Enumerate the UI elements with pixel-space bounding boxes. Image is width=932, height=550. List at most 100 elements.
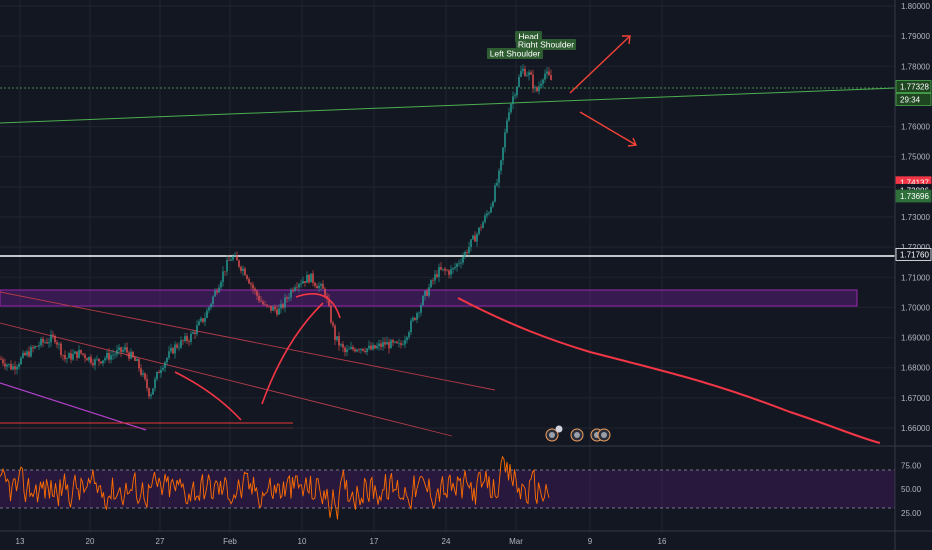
candle-body	[392, 340, 394, 343]
candle-body	[398, 343, 400, 344]
candle-body	[536, 87, 538, 92]
candle-body	[168, 351, 170, 358]
candle-body	[50, 334, 52, 343]
price-candles	[0, 64, 552, 400]
candle-body	[238, 260, 240, 267]
price-tick-label: 1.66000	[901, 424, 930, 433]
candle-body	[394, 341, 396, 343]
candle-body	[14, 366, 16, 370]
candle-body	[260, 300, 262, 302]
candle-body	[122, 349, 124, 352]
candle-body	[506, 120, 508, 133]
candle-body	[474, 235, 476, 242]
candle-body	[508, 112, 510, 121]
candle-body	[460, 262, 462, 264]
candle-body	[58, 343, 60, 345]
candle-body	[116, 350, 118, 355]
time-axis[interactable]: 13 20 27 Feb 10 17 24 Mar 9 16	[16, 537, 667, 546]
candle-body	[192, 332, 194, 334]
candle-body	[262, 301, 264, 305]
candle-body	[244, 268, 246, 276]
time-tick-label: Feb	[223, 537, 237, 546]
candle-body	[298, 284, 300, 288]
candle-body	[406, 337, 408, 341]
candle-body	[184, 336, 186, 341]
candle-body	[538, 86, 540, 92]
candle-body	[382, 342, 384, 347]
candle-body	[228, 260, 230, 261]
candle-body	[216, 290, 218, 293]
candle-body	[372, 345, 374, 350]
candle-body	[10, 363, 12, 370]
candle-body	[274, 306, 276, 310]
event-icons[interactable]	[545, 425, 611, 442]
time-tick-label: 27	[156, 537, 165, 546]
candle-body	[176, 344, 178, 348]
purple-trendline[interactable]	[0, 382, 147, 431]
candle-body	[388, 342, 390, 349]
candle-body	[190, 333, 192, 342]
candle-body	[282, 304, 284, 308]
drawn-arc-3[interactable]	[295, 293, 341, 319]
channel-line-upper[interactable]	[0, 291, 496, 391]
candle-body	[84, 354, 86, 359]
candle-body	[16, 366, 18, 370]
candle-body	[374, 345, 376, 349]
candle-body	[400, 343, 402, 345]
candle-body	[470, 239, 472, 247]
candle-body	[454, 267, 456, 269]
candle-body	[34, 346, 36, 349]
candle-body	[304, 281, 306, 283]
candle-body	[358, 349, 360, 351]
projection-curve[interactable]	[457, 297, 881, 444]
green-trendline[interactable]	[0, 87, 896, 124]
candle-body	[286, 297, 288, 299]
candle-body	[422, 295, 424, 306]
arrow-down[interactable]	[579, 111, 638, 147]
candle-body	[498, 170, 500, 183]
candle-body	[38, 345, 40, 347]
candle-body	[514, 95, 516, 97]
svg-text:Head: Head	[518, 32, 539, 42]
candle-body	[488, 212, 490, 214]
candle-body	[352, 347, 354, 350]
drawn-arc-2[interactable]	[261, 302, 324, 405]
candle-body	[54, 335, 56, 343]
candle-body	[288, 297, 290, 299]
candle-body	[186, 336, 188, 341]
candle-body	[550, 75, 552, 81]
candle-body	[364, 350, 366, 353]
candle-body	[476, 233, 478, 242]
candle-body	[74, 351, 76, 354]
candle-body	[208, 307, 210, 311]
candle-body	[342, 344, 344, 348]
pattern-label-right-shoulder[interactable]: Right Shoulder	[516, 39, 576, 50]
candle-body	[408, 332, 410, 338]
candle-body	[340, 344, 342, 346]
candle-body	[76, 351, 78, 358]
pattern-label-left-shoulder[interactable]: Left Shoulder	[487, 48, 543, 59]
candle-body	[222, 271, 224, 282]
candle-body	[542, 79, 544, 84]
drawn-arc-1[interactable]	[174, 371, 242, 421]
candle-body	[532, 74, 534, 89]
candle-body	[366, 348, 368, 353]
candle-body	[48, 342, 50, 344]
candle-body	[160, 369, 162, 374]
rsi-axis[interactable]: 75.00 50.00 25.00	[901, 461, 922, 518]
arrow-up[interactable]	[569, 35, 631, 94]
candle-body	[0, 358, 2, 360]
candle-body	[510, 103, 512, 113]
candle-body	[404, 340, 406, 345]
candle-body	[518, 76, 520, 87]
candle-body	[252, 284, 254, 289]
candle-body	[20, 357, 22, 365]
candle-body	[466, 251, 468, 254]
price-axis[interactable]: 1.800001.790001.780001.760001.750001.740…	[901, 2, 930, 433]
candle-body	[210, 303, 212, 308]
candle-body	[428, 287, 430, 296]
rsi-line	[0, 455, 550, 520]
channel-line-lower[interactable]	[0, 322, 453, 437]
candle-body	[384, 342, 386, 345]
